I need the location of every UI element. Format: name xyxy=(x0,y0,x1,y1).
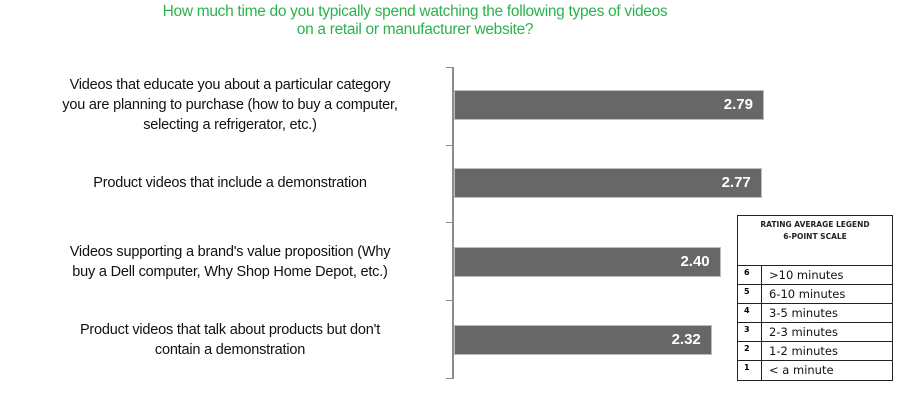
label-line: Product videos that include a demonstrat… xyxy=(93,175,367,191)
axis-tick xyxy=(446,67,453,68)
label-line: contain a demonstration xyxy=(154,342,306,358)
label-line: selecting a refrigerator, etc.) xyxy=(143,117,317,133)
legend-score: 5 xyxy=(738,285,762,303)
axis-tick xyxy=(446,145,453,146)
rating-legend: RATING AVERAGE LEGEND 6-POINT SCALE 6 >1… xyxy=(737,215,893,381)
legend-title: RATING AVERAGE LEGEND xyxy=(760,220,870,229)
legend-score: 6 xyxy=(738,266,762,284)
category-label-no-demonstration: Product videos that talk about products … xyxy=(20,320,440,360)
legend-subtitle: 6-POINT SCALE xyxy=(783,232,847,241)
legend-score: 2 xyxy=(738,342,762,360)
bar: 2.40 xyxy=(454,247,721,277)
label-line: Videos supporting a brand's value propos… xyxy=(69,244,391,260)
legend-row: 2 1-2 minutes xyxy=(738,342,892,361)
legend-header: RATING AVERAGE LEGEND 6-POINT SCALE xyxy=(738,216,892,266)
bar-value-label: 2.79 xyxy=(723,96,753,113)
axis-tick xyxy=(446,378,453,379)
bar-value-label: 2.32 xyxy=(671,331,701,348)
label-line: Videos that educate you about a particul… xyxy=(69,77,391,93)
chart-title-line-2: on a retail or manufacturer website? xyxy=(296,21,534,38)
chart-title: How much time do you typically spend wat… xyxy=(0,3,830,39)
label-line: buy a Dell computer, Why Shop Home Depot… xyxy=(72,264,388,280)
legend-label: < a minute xyxy=(769,363,834,377)
legend-score: 1 xyxy=(738,361,762,380)
label-line: you are planning to purchase (how to buy… xyxy=(62,97,398,113)
chart-title-line-1: How much time do you typically spend wat… xyxy=(162,3,668,20)
legend-row: 5 6-10 minutes xyxy=(738,285,892,304)
legend-row: 3 2-3 minutes xyxy=(738,323,892,342)
legend-label: 3-5 minutes xyxy=(769,306,838,320)
legend-row: 1 < a minute xyxy=(738,361,892,380)
legend-row: 6 >10 minutes xyxy=(738,266,892,285)
label-line: Product videos that talk about products … xyxy=(79,322,381,338)
bar: 2.32 xyxy=(454,325,712,355)
bar-value-label: 2.77 xyxy=(721,174,751,191)
category-axis xyxy=(452,67,454,379)
axis-tick xyxy=(446,300,453,301)
axis-tick xyxy=(446,222,453,223)
bar-value-label: 2.40 xyxy=(680,253,710,270)
legend-label: 2-3 minutes xyxy=(769,325,838,339)
legend-label: >10 minutes xyxy=(769,268,844,282)
category-label-demonstration: Product videos that include a demonstrat… xyxy=(20,173,440,193)
category-label-educate: Videos that educate you about a particul… xyxy=(20,75,440,135)
legend-label: 6-10 minutes xyxy=(769,287,846,301)
category-label-brand-value: Videos supporting a brand's value propos… xyxy=(20,242,440,282)
legend-score: 4 xyxy=(738,304,762,322)
bar: 2.79 xyxy=(454,90,764,120)
legend-row: 4 3-5 minutes xyxy=(738,304,892,323)
bar: 2.77 xyxy=(454,168,762,198)
legend-score: 3 xyxy=(738,323,762,341)
legend-label: 1-2 minutes xyxy=(769,344,838,358)
